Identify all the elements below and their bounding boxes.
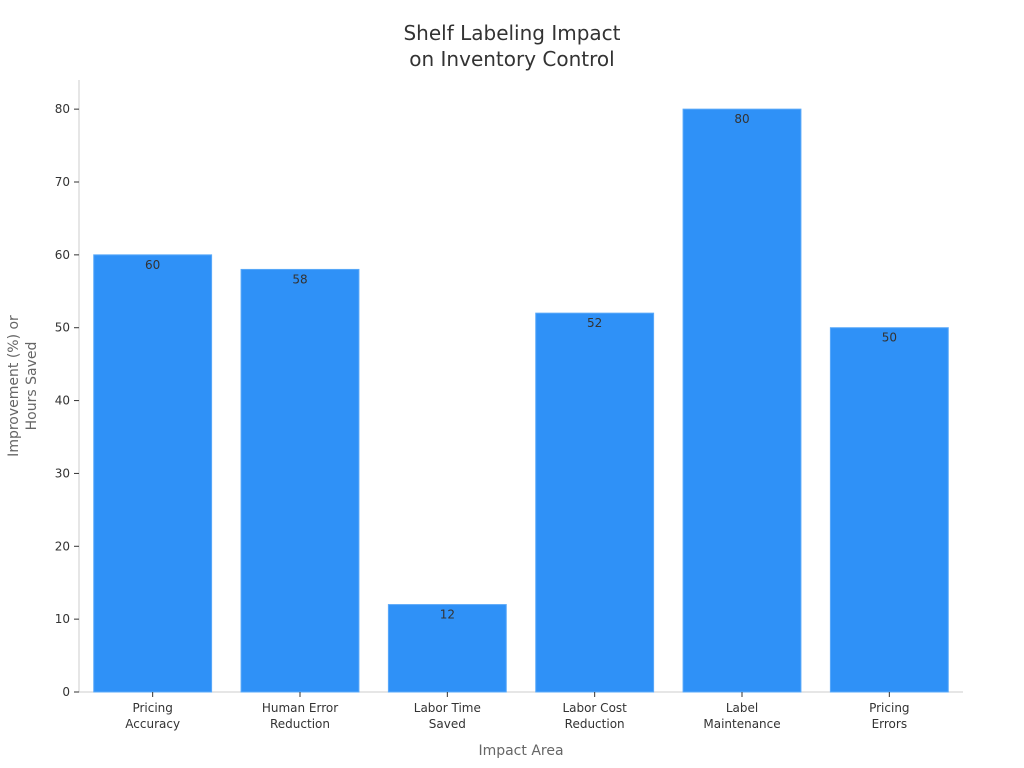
bar: [387, 604, 507, 693]
bar: [682, 108, 802, 693]
bar-value-label: 52: [587, 316, 602, 330]
x-axis-title: Impact Area: [478, 743, 563, 759]
y-axis-ticks: 0 10 20 30 40 50 60 70 80: [55, 102, 79, 699]
y-axis-title: Improvement (%) or Hours Saved: [6, 315, 40, 457]
x-tick-label: Accuracy: [125, 717, 180, 731]
bars: [93, 108, 949, 693]
chart-title-line: on Inventory Control: [409, 47, 614, 71]
x-tick-label: Human Error: [262, 701, 338, 715]
chart-title-line: Shelf Labeling Impact: [403, 21, 620, 45]
bar-value-label: 58: [292, 272, 307, 286]
x-axis-ticks: Pricing Accuracy Human Error Reduction Labor…: [125, 692, 910, 731]
y-tick-label: 70: [55, 175, 70, 189]
x-tick-label: Reduction: [565, 717, 625, 731]
y-tick-label: 0: [62, 685, 70, 699]
x-tick-label: Labor Time: [414, 701, 481, 715]
x-tick-label: Reduction: [270, 717, 330, 731]
bar: [93, 254, 213, 693]
y-tick-label: 30: [55, 466, 70, 480]
y-tick-label: 20: [55, 539, 70, 553]
y-axis-title-line: Improvement (%) or: [6, 315, 22, 457]
y-tick-label: 10: [55, 612, 70, 626]
bar-value-label: 50: [882, 331, 897, 345]
y-tick-label: 50: [55, 321, 70, 335]
bar-value-label: 80: [734, 112, 749, 126]
x-tick-label: Pricing: [132, 701, 172, 715]
y-tick-label: 80: [55, 102, 70, 116]
x-tick-label: Saved: [429, 717, 466, 731]
bar-value-label: 12: [440, 608, 455, 622]
y-tick-label: 40: [55, 394, 70, 408]
y-axis-title-line: Hours Saved: [24, 342, 40, 431]
y-tick-label: 60: [55, 248, 70, 262]
x-tick-label: Maintenance: [703, 717, 780, 731]
x-tick-label: Label: [726, 701, 758, 715]
data-labels: 60 58 12 52 80 50: [145, 112, 897, 621]
bar: [240, 268, 360, 693]
bar: [829, 327, 949, 693]
x-tick-label: Labor Cost: [562, 701, 627, 715]
bar: [535, 312, 655, 693]
x-tick-label: Errors: [872, 717, 908, 731]
bar-value-label: 60: [145, 258, 160, 272]
x-tick-label: Pricing: [869, 701, 909, 715]
